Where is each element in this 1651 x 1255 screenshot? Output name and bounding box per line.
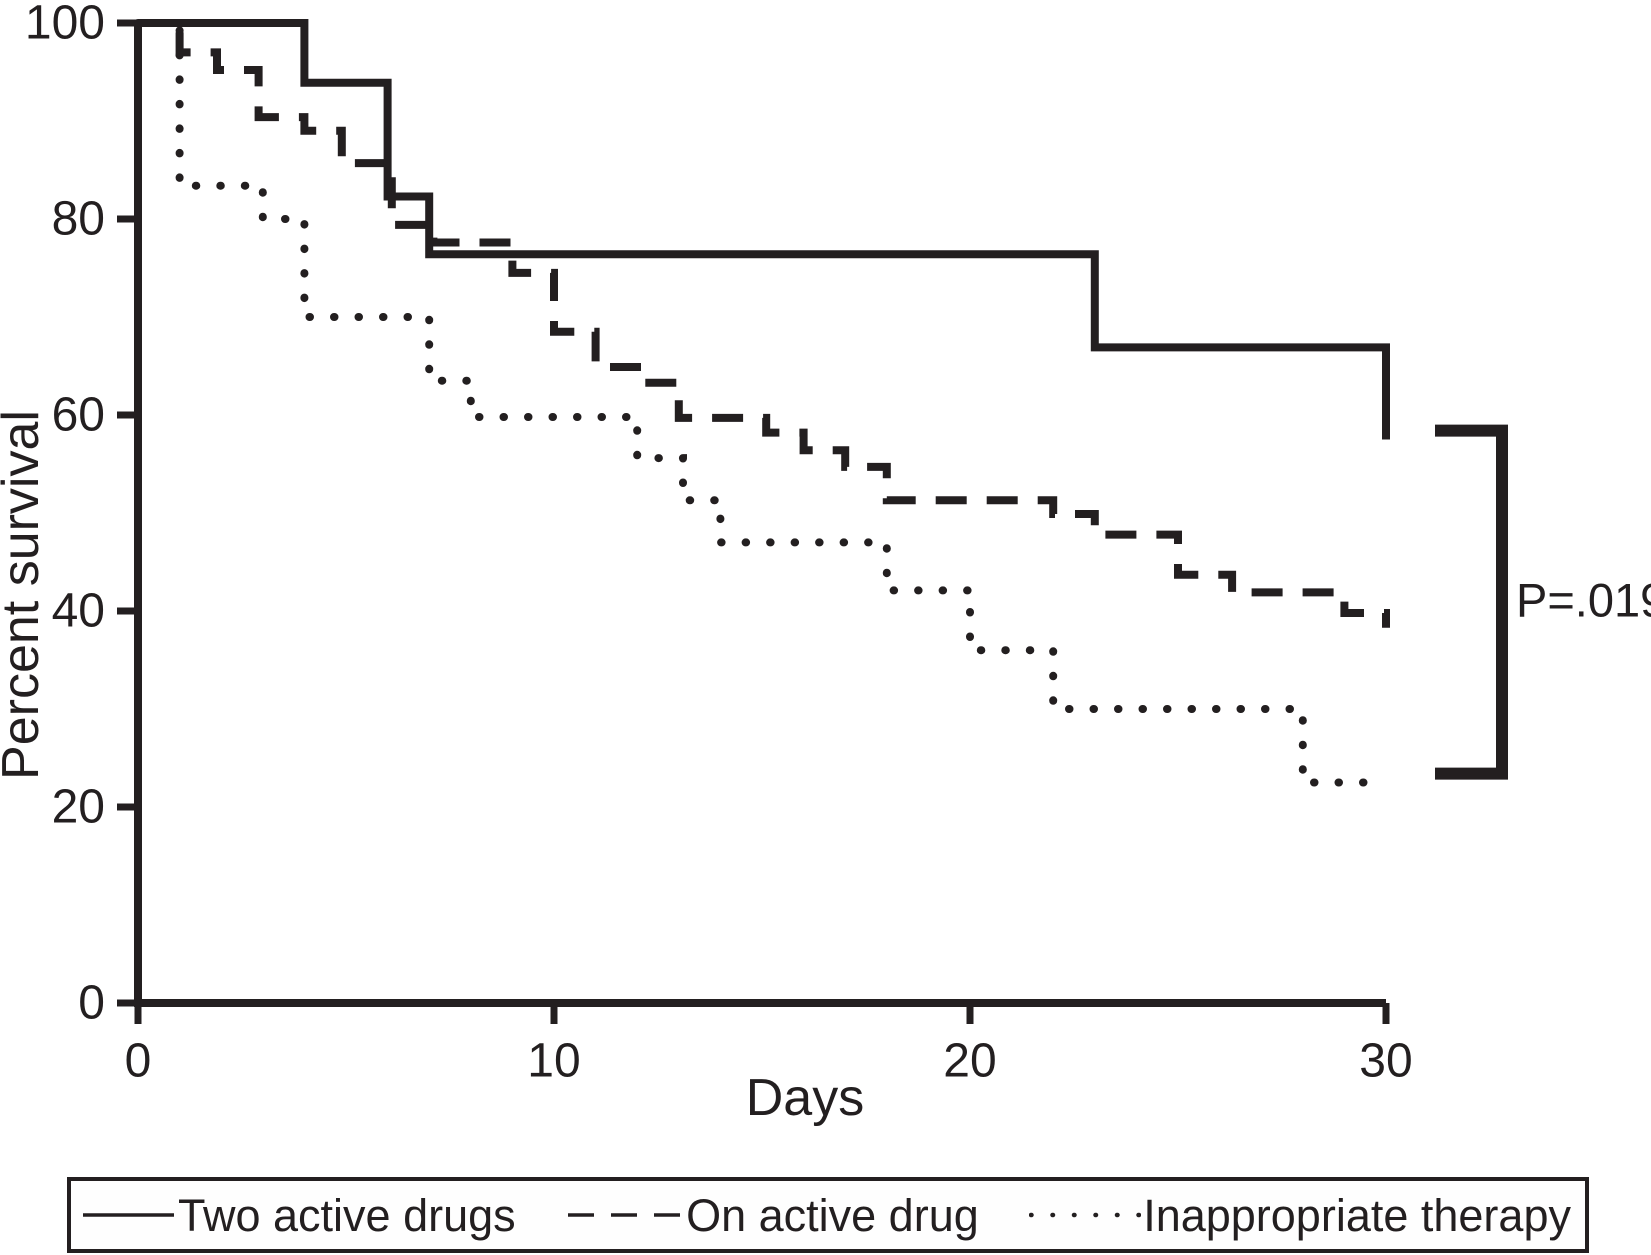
p-value-bracket — [1435, 424, 1508, 780]
legend-label-inappropriate-therapy: Inappropriate therapy — [1143, 1189, 1571, 1241]
legend-item-two-active-drugs: Two active drugs — [81, 1193, 516, 1238]
y-tick-label: 80 — [52, 193, 105, 246]
legend-item-on-active-drug: On active drug — [566, 1193, 979, 1238]
y-tick-label: 100 — [25, 0, 105, 50]
curve-dotted — [134, 19, 1390, 787]
p-value-label: P=.019 — [1516, 574, 1651, 627]
x-tick-label: 0 — [125, 1035, 152, 1088]
dashed-line-sample-icon — [568, 1213, 683, 1217]
x-tick-label: 10 — [527, 1035, 580, 1088]
y-tick-label: 60 — [52, 389, 105, 442]
y-tick-label: 0 — [78, 977, 105, 1030]
axes-lines — [134, 23, 1386, 1007]
y-axis-label: Percent survival — [0, 410, 50, 780]
x-tick-label: 20 — [943, 1035, 996, 1088]
x-tick-label: 30 — [1359, 1035, 1412, 1088]
legend-box: Two active drugs On active drug Inapprop… — [67, 1177, 1589, 1253]
y-tick-label: 40 — [52, 585, 105, 638]
x-axis-label: Days — [746, 1069, 864, 1127]
dotted-line-sample-icon — [1029, 1212, 1142, 1218]
y-tick-label: 20 — [52, 781, 105, 834]
curve-dashed — [138, 19, 1390, 628]
curve-solid — [138, 19, 1390, 440]
legend-label-on-active-drug: On active drug — [686, 1189, 979, 1241]
legend-label-two-active-drugs: Two active drugs — [178, 1189, 516, 1241]
solid-line-sample-icon — [83, 1213, 174, 1217]
legend-item-inappropriate-therapy: Inappropriate therapy — [1029, 1193, 1571, 1238]
